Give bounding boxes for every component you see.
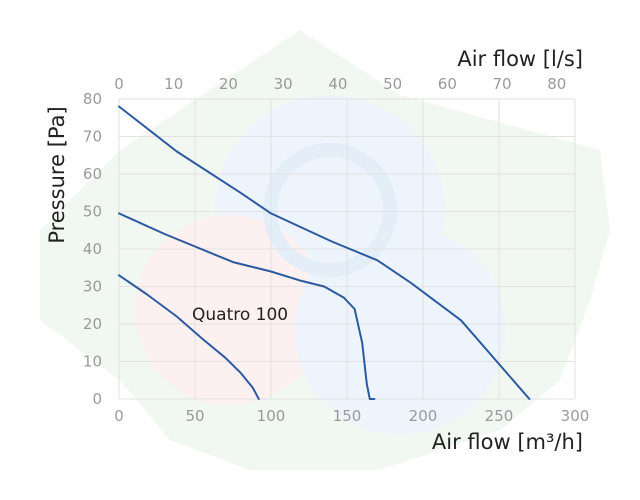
x-tick-label: 50	[185, 407, 204, 425]
x-tick-label: 100	[257, 407, 286, 425]
series-layer	[118, 105, 531, 400]
x-tick-label: 300	[561, 407, 590, 425]
y-tick-label: 60	[83, 165, 102, 183]
plot-grid	[118, 98, 576, 400]
x2-tick-label: 80	[547, 75, 566, 93]
x2-tick-label: 10	[164, 75, 183, 93]
bottom-axis-title: Air flow [m³/h]	[432, 430, 583, 454]
y-tick-label: 70	[83, 128, 102, 146]
y-tick-label: 80	[83, 90, 102, 108]
y-tick-label: 50	[83, 203, 102, 221]
series-line-3	[118, 105, 531, 400]
x-tick-label: 0	[114, 407, 124, 425]
brand-watermark	[40, 30, 610, 470]
x2-tick-label: 0	[114, 75, 124, 93]
x2-tick-label: 60	[438, 75, 457, 93]
x2-tick-label: 30	[274, 75, 293, 93]
x2-tick-label: 50	[383, 75, 402, 93]
top-axis-title: Air flow [l/s]	[457, 47, 583, 71]
y-tick-label: 20	[83, 315, 102, 333]
curve-annotation-label: Quatro 100	[192, 305, 288, 325]
y-tick-label: 10	[83, 353, 102, 371]
ticks-layer: 0 10 20 30 40 50 60 70 80 0 50 100 150 200 250 300 0 10 20…	[83, 75, 589, 425]
x-tick-label: 150	[333, 407, 362, 425]
series-line-2	[118, 212, 376, 400]
x2-tick-label: 70	[493, 75, 512, 93]
y-tick-label: 40	[83, 240, 102, 258]
x2-tick-label: 40	[328, 75, 347, 93]
x2-tick-label: 20	[219, 75, 238, 93]
series-line-1	[118, 274, 260, 400]
y-axis-title: Pressure [Pa]	[45, 106, 69, 243]
y-tick-label: 0	[92, 390, 102, 408]
y-tick-label: 30	[83, 278, 102, 296]
x-tick-label: 200	[409, 407, 438, 425]
x-tick-label: 250	[485, 407, 514, 425]
